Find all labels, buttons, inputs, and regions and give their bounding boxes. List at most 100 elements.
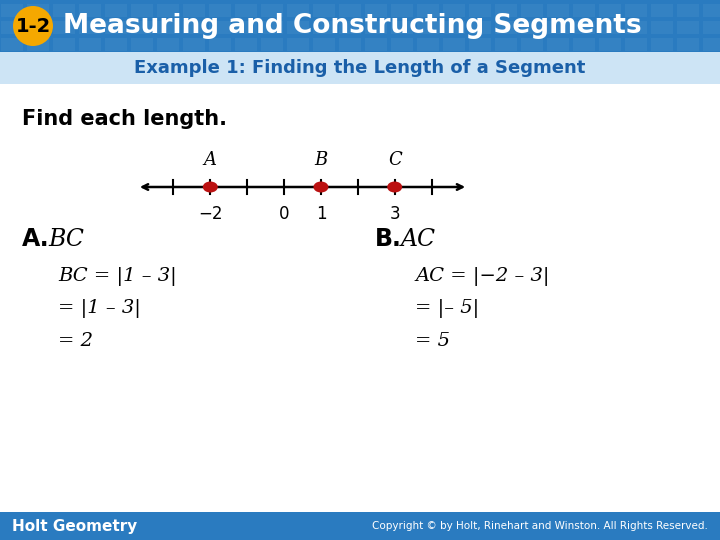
- Circle shape: [13, 6, 53, 46]
- Text: Holt Geometry: Holt Geometry: [12, 518, 138, 534]
- Bar: [599, 38, 621, 51]
- Bar: [677, 38, 699, 51]
- Bar: [469, 38, 491, 51]
- Bar: [703, 21, 720, 34]
- Bar: [27, 21, 49, 34]
- Ellipse shape: [387, 181, 402, 192]
- Text: Example 1: Finding the Length of a Segment: Example 1: Finding the Length of a Segme…: [135, 59, 585, 77]
- Bar: [0, 0, 720, 52]
- Text: 3: 3: [390, 205, 400, 223]
- Bar: [469, 21, 491, 34]
- Bar: [651, 38, 673, 51]
- Text: BC = |1 – 3|: BC = |1 – 3|: [58, 267, 176, 287]
- Bar: [53, 4, 75, 17]
- Bar: [105, 21, 127, 34]
- Bar: [183, 21, 205, 34]
- Bar: [365, 21, 387, 34]
- Bar: [209, 21, 231, 34]
- Bar: [417, 21, 439, 34]
- Bar: [131, 4, 153, 17]
- Bar: [443, 4, 465, 17]
- Bar: [53, 38, 75, 51]
- Bar: [391, 21, 413, 34]
- Text: 1-2: 1-2: [15, 17, 50, 36]
- Bar: [495, 4, 517, 17]
- Bar: [261, 4, 283, 17]
- Bar: [521, 4, 543, 17]
- Bar: [287, 21, 309, 34]
- Bar: [625, 4, 647, 17]
- Bar: [417, 4, 439, 17]
- Text: −2: −2: [198, 205, 222, 223]
- Bar: [1, 21, 23, 34]
- Bar: [677, 21, 699, 34]
- Bar: [261, 38, 283, 51]
- Text: BC: BC: [48, 227, 84, 251]
- Bar: [0, 512, 720, 540]
- Text: Measuring and Constructing Segments: Measuring and Constructing Segments: [63, 13, 642, 39]
- Bar: [287, 38, 309, 51]
- Text: 1: 1: [315, 205, 326, 223]
- Bar: [391, 38, 413, 51]
- Bar: [443, 38, 465, 51]
- Bar: [651, 21, 673, 34]
- Bar: [365, 38, 387, 51]
- Bar: [79, 38, 101, 51]
- Bar: [79, 4, 101, 17]
- Text: = 5: = 5: [415, 332, 450, 350]
- Bar: [495, 21, 517, 34]
- Bar: [521, 21, 543, 34]
- Bar: [573, 4, 595, 17]
- Text: AC: AC: [401, 227, 436, 251]
- Text: A: A: [204, 151, 217, 169]
- Bar: [313, 4, 335, 17]
- Bar: [1, 4, 23, 17]
- Bar: [547, 38, 569, 51]
- Bar: [157, 21, 179, 34]
- Bar: [79, 21, 101, 34]
- Bar: [1, 38, 23, 51]
- Bar: [417, 38, 439, 51]
- Bar: [313, 38, 335, 51]
- Bar: [209, 4, 231, 17]
- Bar: [261, 21, 283, 34]
- Text: = |1 – 3|: = |1 – 3|: [58, 300, 141, 319]
- Bar: [625, 21, 647, 34]
- Bar: [339, 21, 361, 34]
- Bar: [131, 21, 153, 34]
- Bar: [105, 4, 127, 17]
- Text: Copyright © by Holt, Rinehart and Winston. All Rights Reserved.: Copyright © by Holt, Rinehart and Winsto…: [372, 521, 708, 531]
- Ellipse shape: [313, 181, 328, 192]
- Bar: [27, 4, 49, 17]
- Bar: [651, 4, 673, 17]
- Bar: [443, 21, 465, 34]
- Bar: [469, 4, 491, 17]
- Bar: [157, 38, 179, 51]
- Bar: [547, 21, 569, 34]
- Bar: [313, 21, 335, 34]
- Bar: [391, 4, 413, 17]
- Bar: [365, 4, 387, 17]
- Bar: [703, 4, 720, 17]
- Bar: [27, 38, 49, 51]
- Bar: [521, 38, 543, 51]
- Bar: [235, 21, 257, 34]
- Bar: [599, 21, 621, 34]
- Bar: [573, 21, 595, 34]
- Text: B: B: [315, 151, 328, 169]
- Bar: [599, 4, 621, 17]
- Bar: [547, 4, 569, 17]
- Bar: [625, 38, 647, 51]
- Bar: [495, 38, 517, 51]
- Text: = 2: = 2: [58, 332, 93, 350]
- Bar: [53, 21, 75, 34]
- Text: C: C: [388, 151, 402, 169]
- Bar: [287, 4, 309, 17]
- Bar: [183, 38, 205, 51]
- Bar: [157, 4, 179, 17]
- Bar: [677, 4, 699, 17]
- Bar: [703, 38, 720, 51]
- Text: A.: A.: [22, 227, 50, 251]
- Text: AC = |−2 – 3|: AC = |−2 – 3|: [415, 267, 549, 287]
- Text: 0: 0: [279, 205, 289, 223]
